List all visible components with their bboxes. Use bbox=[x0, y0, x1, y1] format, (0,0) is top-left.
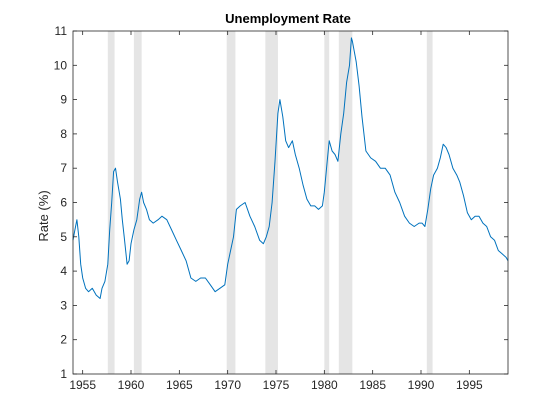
x-tick-label: 1980 bbox=[311, 378, 338, 392]
recession-band-7 bbox=[426, 31, 433, 374]
x-tick-label: 1985 bbox=[359, 378, 386, 392]
x-tick-label: 1955 bbox=[69, 378, 96, 392]
y-tick-label: 9 bbox=[60, 93, 67, 107]
y-axis-label: Rate (%) bbox=[36, 190, 51, 241]
recession-band-3 bbox=[226, 31, 236, 374]
y-tick-label: 2 bbox=[60, 333, 67, 347]
recession-shading bbox=[107, 31, 433, 374]
x-tick-label: 1965 bbox=[166, 378, 193, 392]
x-tick-label: 1970 bbox=[214, 378, 241, 392]
y-tick-label: 11 bbox=[55, 24, 68, 38]
x-tick-label: 1975 bbox=[263, 378, 290, 392]
y-tick-label: 5 bbox=[60, 230, 67, 244]
recession-band-1 bbox=[107, 31, 115, 374]
x-tick-label: 1960 bbox=[118, 378, 145, 392]
series-line bbox=[72, 37, 509, 299]
y-tick-label: 1 bbox=[60, 367, 67, 381]
y-tick-label: 7 bbox=[60, 161, 67, 175]
x-tick-label: 1990 bbox=[408, 378, 435, 392]
y-tick-label: 3 bbox=[60, 298, 67, 312]
recession-band-2 bbox=[133, 31, 142, 374]
y-tick-label: 10 bbox=[54, 58, 68, 72]
recession-band-6 bbox=[338, 31, 353, 374]
x-tick-label: 1995 bbox=[456, 378, 483, 392]
y-tick-label: 6 bbox=[60, 196, 67, 210]
axes: 1955 1960 1965 1970 1975 1980 1985 1990 1995 1 2 3 4… bbox=[54, 24, 509, 392]
chart-title: Unemployment Rate bbox=[225, 11, 351, 26]
y-tick-label: 4 bbox=[60, 264, 67, 278]
recession-band-5 bbox=[324, 31, 330, 374]
y-tick-label: 8 bbox=[60, 127, 67, 141]
